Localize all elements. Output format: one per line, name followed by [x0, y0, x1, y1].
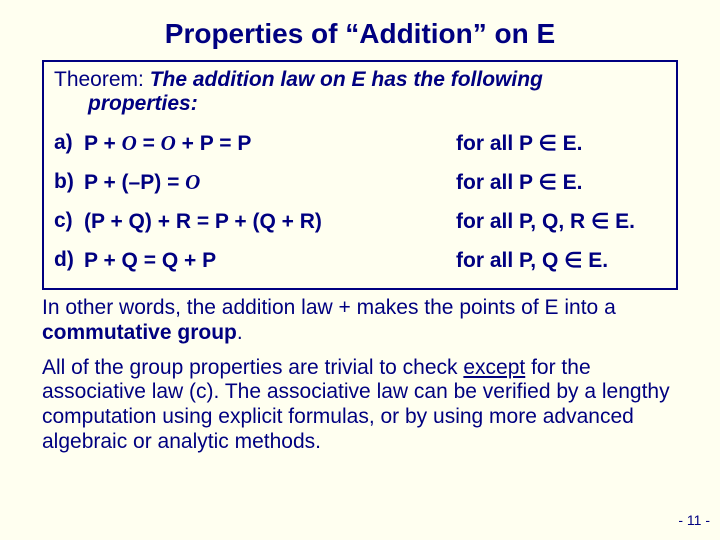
property-condition: for all P ∈ E.	[456, 170, 666, 195]
theorem-text-line2: properties:	[88, 92, 666, 116]
property-condition: for all P, Q ∈ E.	[456, 248, 666, 273]
property-d: d) P + Q = Q + P for all P, Q ∈ E.	[54, 241, 666, 280]
page-number: - 11 -	[678, 512, 710, 528]
property-a: a) P + O = O + P = P for all P ∈ E.	[54, 124, 666, 163]
property-condition: for all P, Q, R ∈ E.	[456, 209, 666, 234]
property-label: b)	[54, 170, 84, 195]
property-equation: (P + Q) + R = P + (Q + R)	[84, 209, 456, 234]
property-list: a) P + O = O + P = P for all P ∈ E. b) P…	[54, 124, 666, 280]
property-label: a)	[54, 131, 84, 156]
theorem-label: Theorem:	[54, 68, 144, 91]
property-b: b) P + (–P) = O for all P ∈ E.	[54, 163, 666, 202]
theorem-box: Theorem: The addition law on E has the f…	[42, 60, 678, 290]
property-label: c)	[54, 209, 84, 234]
property-c: c) (P + Q) + R = P + (Q + R) for all P, …	[54, 202, 666, 241]
slide: Properties of “Addition” on E Theorem: T…	[0, 0, 720, 540]
property-equation: P + O = O + P = P	[84, 131, 456, 156]
property-equation: P + (–P) = O	[84, 170, 456, 195]
property-equation: P + Q = Q + P	[84, 248, 456, 273]
theorem-text-line1: The addition law on E has the following	[144, 68, 543, 91]
property-label: d)	[54, 248, 84, 273]
theorem-statement: Theorem: The addition law on E has the f…	[54, 68, 666, 116]
property-condition: for all P ∈ E.	[456, 131, 666, 156]
slide-title: Properties of “Addition” on E	[0, 0, 720, 56]
paragraph-1: In other words, the addition law + makes…	[42, 296, 678, 346]
paragraph-2: All of the group properties are trivial …	[42, 356, 678, 455]
